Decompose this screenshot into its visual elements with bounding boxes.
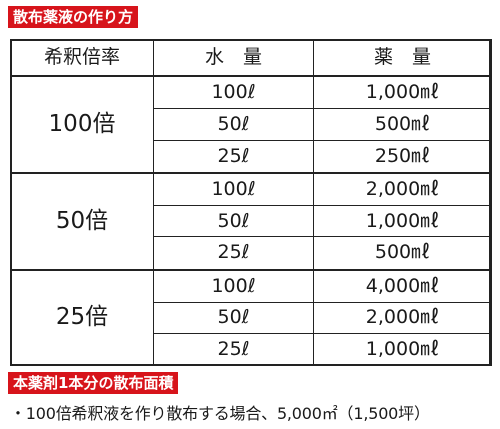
water-cell: 100ℓ <box>153 171 314 206</box>
medicine-cell: 1,000㎖ <box>313 204 492 238</box>
medicine-cell: 1,000㎖ <box>313 75 492 110</box>
medicine-cell: 2,000㎖ <box>313 171 492 206</box>
table-row: 50ℓ 1,000㎖ <box>11 204 492 238</box>
medicine-cell: 500㎖ <box>313 236 492 270</box>
ratio-cell: 25倍 <box>10 268 154 366</box>
section-title-spray-area: 本薬剤1本分の散布面積 <box>8 372 179 394</box>
ratio-cell: 100倍 <box>10 75 154 174</box>
water-cell: 50ℓ <box>153 204 314 238</box>
table-row: 100倍 100ℓ 1,000㎖ <box>10 75 492 174</box>
water-cell: 100ℓ <box>153 268 314 303</box>
ratio-cell: 50倍 <box>10 171 154 270</box>
table-row: 50ℓ 500㎖ <box>11 108 492 141</box>
table-row: 25ℓ 250㎖ <box>11 139 492 174</box>
table-header-row: 希釈倍率 水 量 薬 量 <box>10 39 492 77</box>
table-row: 25ℓ 1,000㎖ <box>11 333 492 366</box>
water-cell: 25ℓ <box>153 236 314 270</box>
table-row: 25倍 100ℓ 4,000㎖ <box>10 268 492 366</box>
medicine-cell: 250㎖ <box>313 139 492 174</box>
medicine-cell: 1,000㎖ <box>313 333 492 366</box>
medicine-cell: 4,000㎖ <box>313 268 492 303</box>
medicine-cell: 500㎖ <box>313 108 492 141</box>
water-cell: 50ℓ <box>153 108 314 141</box>
water-cell: 25ℓ <box>153 139 314 174</box>
table-row: 50ℓ 2,000㎖ <box>11 301 492 335</box>
table-row: 25ℓ 500㎖ <box>11 236 492 270</box>
header-dilution-ratio: 希釈倍率 <box>10 39 154 77</box>
water-cell: 100ℓ <box>153 75 314 110</box>
header-water-amount: 水 量 <box>153 39 314 77</box>
medicine-cell: 2,000㎖ <box>313 301 492 335</box>
table-row: 50倍 100ℓ 2,000㎖ <box>10 171 492 270</box>
water-cell: 50ℓ <box>153 301 314 335</box>
section-title-spray-preparation: 散布薬液の作り方 <box>8 6 139 28</box>
spray-area-note: ・100倍希釈液を作り散布する場合、5,000㎡（1,500坪） <box>10 404 430 423</box>
header-medicine-amount: 薬 量 <box>313 39 492 77</box>
water-cell: 25ℓ <box>153 333 314 366</box>
dilution-table: 希釈倍率 水 量 薬 量 100倍 100ℓ 1,000㎖ 50ℓ 500㎖ 2… <box>10 39 492 366</box>
